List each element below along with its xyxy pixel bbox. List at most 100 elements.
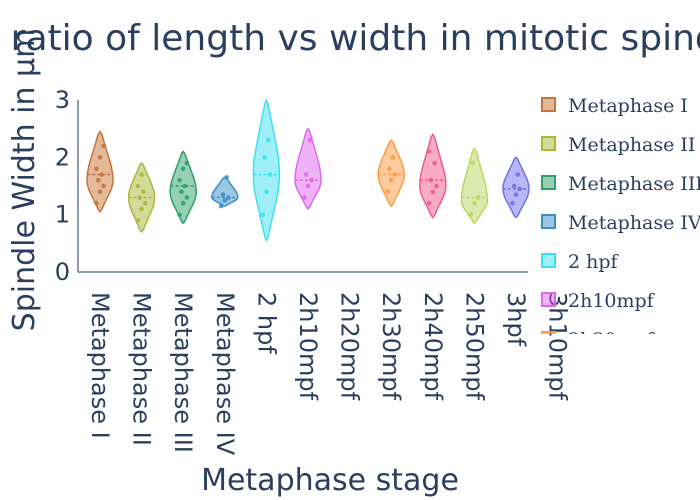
data-point xyxy=(99,172,105,177)
data-point xyxy=(265,137,271,143)
data-point xyxy=(264,189,269,195)
legend-label: Metaphase I xyxy=(568,95,688,117)
data-point xyxy=(309,177,314,183)
data-point xyxy=(388,177,394,183)
legend-label: 2h10mpf xyxy=(568,290,656,312)
data-point xyxy=(430,189,436,195)
legend-item[interactable]: 2h50mpf xyxy=(542,407,656,429)
data-point xyxy=(224,175,229,180)
data-point xyxy=(302,195,307,200)
legend-item[interactable]: 2h30mpf xyxy=(541,329,656,351)
data-point xyxy=(137,195,143,200)
violin-0[interactable] xyxy=(86,130,114,214)
legend-label: Metaphase III xyxy=(568,173,700,195)
violin-8[interactable] xyxy=(419,133,447,219)
data-point xyxy=(510,200,515,206)
violin-series xyxy=(86,98,530,243)
legend-swatch xyxy=(541,331,556,334)
legend-item[interactable]: Metaphase II xyxy=(541,134,695,156)
data-point xyxy=(94,200,99,206)
legend-item[interactable]: 2h10mpf xyxy=(541,290,656,312)
legend-swatch xyxy=(542,449,555,462)
x-tick-label: Metaphase II xyxy=(128,292,156,446)
data-point xyxy=(135,218,141,223)
data-point xyxy=(390,155,396,160)
data-point xyxy=(426,149,432,154)
y-tick-labels: 0 1 2 3 xyxy=(55,86,70,286)
data-point xyxy=(180,166,186,172)
violin-9[interactable] xyxy=(460,147,489,225)
legend: Metaphase I Metaphase II Metaphase III Meta… xyxy=(541,95,700,500)
data-point xyxy=(220,192,226,197)
x-tick-label: 2h10mpf xyxy=(294,292,322,401)
data-point xyxy=(513,192,519,197)
x-tick-label: 2h40mpf xyxy=(419,292,447,401)
data-point xyxy=(97,155,103,160)
violin-5[interactable] xyxy=(294,127,322,211)
data-point xyxy=(101,183,106,189)
data-point xyxy=(177,212,182,217)
data-point xyxy=(428,177,434,183)
violin-10[interactable] xyxy=(502,156,530,219)
legend-item[interactable]: Metaphase IV xyxy=(541,212,700,234)
violin-body xyxy=(419,133,447,219)
violin-7[interactable] xyxy=(377,138,405,208)
legend-swatch xyxy=(541,253,556,268)
legend-item[interactable]: 2h20mpf xyxy=(542,485,656,500)
data-point xyxy=(392,172,398,177)
legend-swatch xyxy=(541,292,556,307)
data-point xyxy=(475,195,481,200)
data-point xyxy=(142,200,148,206)
data-point xyxy=(139,172,144,177)
violin-2[interactable] xyxy=(169,150,197,225)
data-point xyxy=(307,137,313,143)
data-point xyxy=(472,200,477,206)
legend-label: Metaphase II xyxy=(568,134,695,156)
x-tick-label: Metaphase I xyxy=(86,292,114,439)
data-point xyxy=(177,177,182,183)
x-tick-label: Metaphase IV xyxy=(211,292,239,456)
legend-label: 2h40mpf xyxy=(568,368,656,390)
violin-3[interactable] xyxy=(211,175,239,209)
data-point xyxy=(184,160,190,166)
x-tick-label: 2h20mpf xyxy=(336,292,364,401)
legend-swatch xyxy=(542,410,555,423)
data-point xyxy=(517,186,522,192)
data-point xyxy=(262,155,267,160)
x-tick-label: 2 hpf xyxy=(252,292,280,354)
legend-swatch xyxy=(541,175,556,190)
y-axis-title: Spindle Width in µm xyxy=(7,29,42,332)
legend-item[interactable]: Metaphase I xyxy=(541,95,688,117)
violin-body xyxy=(377,138,405,208)
data-point xyxy=(260,212,266,217)
violin-4[interactable] xyxy=(252,98,281,243)
legend-label: 2h50mpf xyxy=(568,407,656,429)
violin-body xyxy=(294,127,322,211)
violin-1[interactable] xyxy=(127,161,156,234)
data-point xyxy=(267,172,273,177)
legend-item[interactable]: Metaphase III xyxy=(541,173,700,195)
legend-swatch xyxy=(542,488,555,500)
y-tick-label: 3 xyxy=(55,86,70,114)
x-tick-label: 3h10mpf xyxy=(544,292,572,401)
y-tick-label: 1 xyxy=(55,201,70,229)
data-point xyxy=(511,183,517,189)
data-point xyxy=(470,160,475,166)
violin-body xyxy=(86,130,114,214)
data-point xyxy=(101,143,106,149)
data-point xyxy=(179,189,184,195)
legend-label: 2h20mpf xyxy=(568,485,656,500)
legend-swatch xyxy=(541,136,556,151)
data-point xyxy=(305,183,311,189)
data-point xyxy=(387,166,392,172)
x-axis-title: Metaphase stage xyxy=(201,463,459,498)
data-point xyxy=(97,189,103,195)
x-tick-label: 3hpf xyxy=(502,292,530,347)
legend-swatch xyxy=(541,214,556,229)
legend-item[interactable]: 3hpf xyxy=(542,446,613,468)
data-point xyxy=(180,200,186,206)
x-tick-label: Metaphase III xyxy=(169,292,197,453)
legend-item[interactable]: 2 hpf xyxy=(541,251,620,273)
data-point xyxy=(303,172,309,177)
